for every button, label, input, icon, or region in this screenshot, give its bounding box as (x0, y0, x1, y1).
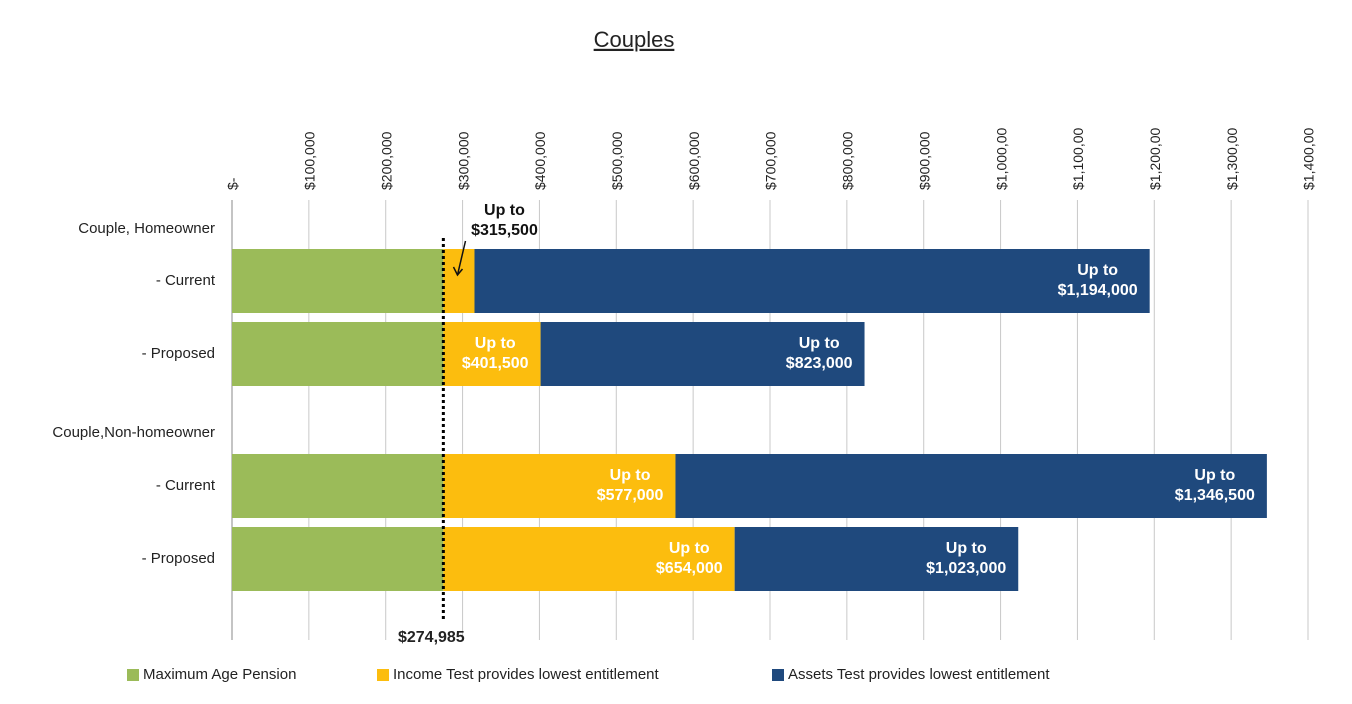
bar-segment (474, 249, 1150, 313)
data-label: Up to (475, 335, 516, 352)
x-tick-label: $1,300,00 (1224, 128, 1240, 190)
data-label: Up to (610, 467, 651, 484)
data-label: Up to (946, 540, 987, 557)
bar-segment (232, 322, 444, 386)
bar-segment (443, 249, 475, 313)
data-label: $315,500 (471, 222, 538, 239)
bar-segment (734, 527, 1019, 591)
data-label: $654,000 (656, 560, 723, 577)
category-label: - Proposed (142, 345, 215, 362)
data-label: $823,000 (786, 355, 853, 372)
data-label: $1,194,000 (1058, 282, 1138, 299)
bar-segment (232, 249, 444, 313)
x-tick-label: $- (225, 177, 241, 190)
bar-segment (232, 527, 444, 591)
legend-label: Assets Test provides lowest entitlement (788, 666, 1050, 683)
x-tick-label: $200,000 (378, 131, 394, 190)
bar-segment (443, 322, 541, 386)
bar-segment (675, 454, 1267, 518)
data-label: Up to (1077, 262, 1118, 279)
category-label: - Proposed (142, 550, 215, 567)
category-label: Couple,Non-homeowner (52, 424, 215, 441)
x-tick-label: $400,000 (532, 131, 548, 190)
category-label: - Current (156, 272, 216, 289)
data-label: $401,500 (462, 355, 529, 372)
legend-swatch (377, 669, 389, 681)
bar-segment (540, 322, 865, 386)
arrow (456, 240, 467, 276)
x-tick-label: $800,000 (840, 131, 856, 190)
reference-label: $274,985 (398, 629, 465, 646)
x-tick-label: $300,000 (455, 131, 471, 190)
data-label: $1,023,000 (926, 560, 1006, 577)
x-tick-label: $700,000 (763, 131, 779, 190)
x-tick-label: $500,000 (609, 131, 625, 190)
data-label: Up to (484, 202, 525, 219)
x-tick-label: $1,000,00 (993, 128, 1009, 190)
chart-title: Couples (594, 27, 675, 52)
data-label: Up to (669, 540, 710, 557)
legend-label: Income Test provides lowest entitlement (393, 666, 660, 683)
legend-swatch (772, 669, 784, 681)
x-tick-label: $1,200,00 (1147, 128, 1163, 190)
x-tick-label: $100,000 (302, 131, 318, 190)
x-tick-label: $1,400,00 (1301, 128, 1317, 190)
data-label: Up to (1194, 467, 1235, 484)
bar-segment (443, 527, 735, 591)
data-label: $577,000 (597, 487, 664, 504)
legend-label: Maximum Age Pension (143, 666, 296, 683)
data-label: $1,346,500 (1175, 487, 1255, 504)
bar-segment (443, 454, 676, 518)
legend-swatch (127, 669, 139, 681)
x-tick-label: $1,100,00 (1070, 128, 1086, 190)
data-label: Up to (799, 335, 840, 352)
arrow-head (452, 266, 464, 277)
bar-segment (232, 454, 444, 518)
category-label: - Current (156, 477, 216, 494)
category-label: Couple, Homeowner (78, 220, 215, 237)
x-tick-label: $600,000 (686, 131, 702, 190)
x-tick-label: $900,000 (916, 131, 932, 190)
